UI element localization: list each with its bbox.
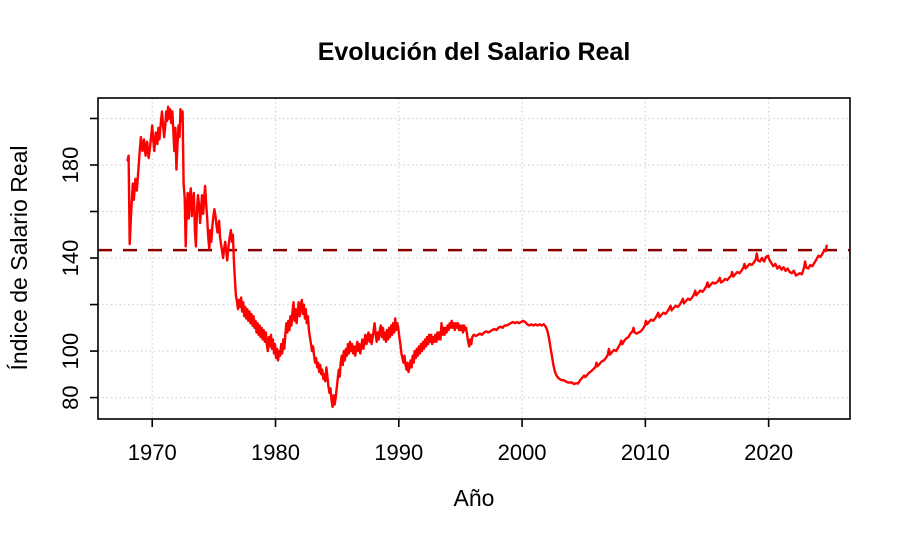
axis-layer: 1970 1980 1990 2000 2010 2020 80 100 140 180 xyxy=(58,97,851,465)
x-tick-label-2010: 2010 xyxy=(621,440,670,465)
y-tick-label-140: 140 xyxy=(58,240,83,277)
chart-title: Evolución del Salario Real xyxy=(318,38,631,66)
x-tick-label-2000: 2000 xyxy=(498,440,547,465)
x-axis-label: Año xyxy=(454,485,495,511)
x-tick-label-1970: 1970 xyxy=(128,440,177,465)
y-tick-label-80: 80 xyxy=(58,385,83,409)
data-layer xyxy=(98,105,850,409)
grid-layer xyxy=(98,98,850,419)
y-axis-label: Índice de Salario Real xyxy=(6,145,32,370)
x-tick-label-1980: 1980 xyxy=(251,440,300,465)
x-tick-label-1990: 1990 xyxy=(374,440,423,465)
series-line-0 xyxy=(126,105,828,409)
y-tick-label-100: 100 xyxy=(58,333,83,370)
x-tick-label-2020: 2020 xyxy=(744,440,793,465)
y-tick-label-180: 180 xyxy=(58,147,83,184)
